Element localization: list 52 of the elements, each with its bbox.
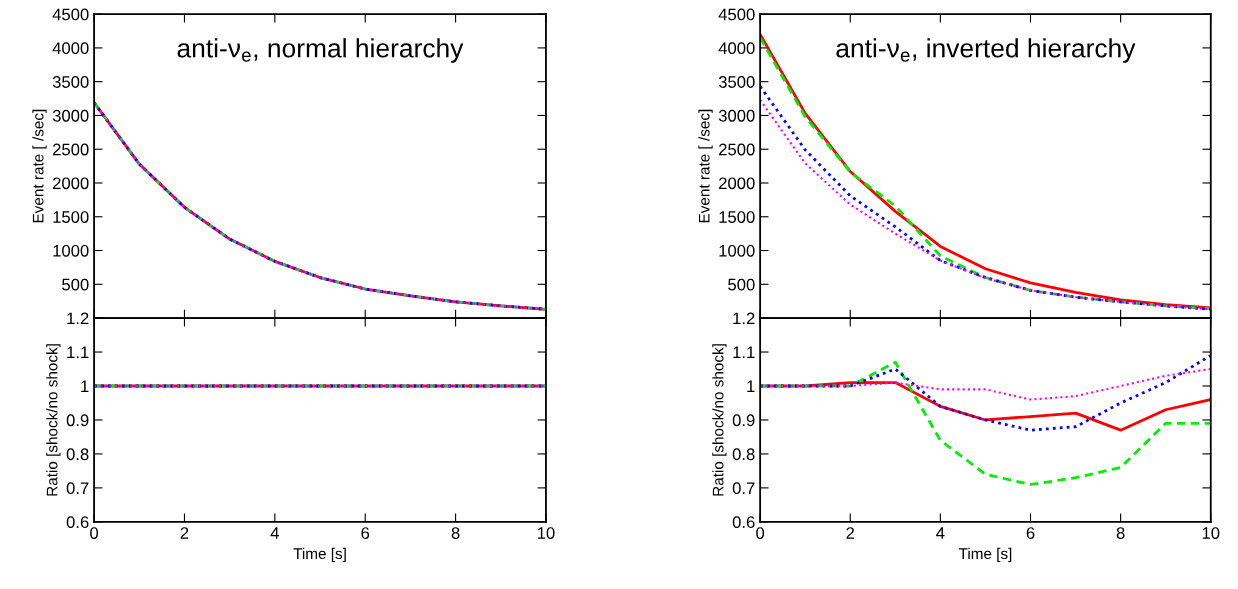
text: anti-ν$_{e}$, normal hierarchy xyxy=(177,38,464,63)
x-tick-label: 8 xyxy=(451,527,460,539)
y-tick-label: 2500 xyxy=(719,143,755,156)
text: anti-ν$_{e}$, inverted hierarchy xyxy=(836,38,1136,63)
y-tick-label: 500 xyxy=(62,278,89,291)
y-tick-label: 2000 xyxy=(52,177,89,190)
y-tick-label: 4500 xyxy=(718,8,755,21)
y-tick-label: 4500 xyxy=(52,8,89,21)
y-tick-label: 4000 xyxy=(52,42,89,55)
y-tick-label: 1500 xyxy=(719,211,755,223)
y-tick-label: 0.8 xyxy=(66,448,89,461)
y-axis-title: Event rate [ /sec] xyxy=(32,109,47,223)
y-tick-label: 0.9 xyxy=(732,414,755,427)
y-tick-label: 3500 xyxy=(718,76,755,88)
x-tick-label: 10 xyxy=(537,527,555,539)
y-tick-label: 3000 xyxy=(718,109,755,122)
x-axis-title: Time [s] xyxy=(293,547,346,563)
y-tick-label: 1.2 xyxy=(67,312,89,325)
y-axis-title: Ratio [shock/no shock] xyxy=(712,344,727,496)
y-tick-label: 0.6 xyxy=(732,516,755,529)
y-tick-label: 1.2 xyxy=(733,312,755,325)
x-tick-label: 0 xyxy=(90,527,99,539)
x-tick-label: 2 xyxy=(846,527,855,539)
y-tick-label: 3000 xyxy=(52,109,89,122)
x-tick-label: 4 xyxy=(936,527,945,539)
x-tick-label: 4 xyxy=(270,527,279,539)
y-tick-label: 0.7 xyxy=(732,482,755,495)
x-tick-label: 6 xyxy=(361,527,370,539)
y-tick-label: 1.1 xyxy=(733,346,755,359)
y-tick-label: 3500 xyxy=(52,76,89,88)
y-axis-title: Event rate [ /sec] xyxy=(698,109,713,223)
y-tick-label: 1000 xyxy=(719,244,755,257)
y-tick-label: 1 xyxy=(81,380,89,393)
y-tick-label: 0.6 xyxy=(66,516,89,529)
y-tick-label: 1 xyxy=(747,380,755,393)
y-tick-label: 0.8 xyxy=(732,448,755,461)
y-tick-label: 1.1 xyxy=(67,346,89,359)
x-tick-label: 8 xyxy=(1116,527,1125,539)
x-tick-label: 0 xyxy=(756,527,765,539)
x-tick-label: 10 xyxy=(1202,527,1220,539)
y-axis-title: Ratio [shock/no shock] xyxy=(46,344,61,496)
y-tick-label: 2500 xyxy=(52,143,89,156)
y-tick-label: 500 xyxy=(728,278,755,291)
x-tick-label: 2 xyxy=(180,527,189,539)
y-tick-label: 4000 xyxy=(718,42,755,55)
y-tick-label: 2000 xyxy=(719,177,755,190)
y-tick-label: 1500 xyxy=(53,211,89,223)
x-tick-label: 6 xyxy=(1026,527,1035,539)
y-tick-label: 0.9 xyxy=(66,414,89,427)
x-axis-title: Time [s] xyxy=(958,547,1012,563)
y-tick-label: 0.7 xyxy=(66,482,89,495)
y-tick-label: 1000 xyxy=(53,244,89,257)
